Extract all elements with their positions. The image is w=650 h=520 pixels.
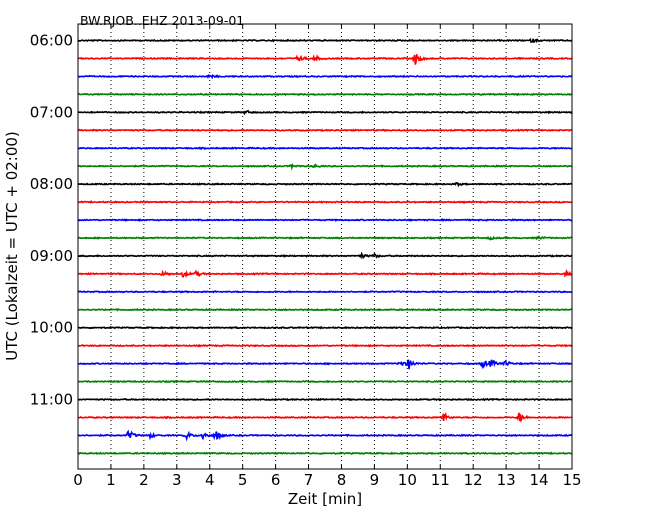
trace-line: [77, 146, 573, 151]
x-tick-label: 9: [370, 471, 380, 489]
trace-line: [77, 290, 573, 294]
trace-line: [77, 268, 572, 279]
trace-line: [77, 429, 573, 442]
trace-line: [77, 92, 573, 97]
x-tick-label: 2: [139, 471, 149, 489]
trace-line: [77, 182, 573, 188]
trace-line: [77, 251, 573, 260]
x-tick-label: 13: [497, 471, 516, 489]
x-tick-label: 0: [73, 471, 83, 489]
trace-line: [77, 163, 573, 171]
y-tick-label: 08:00: [30, 175, 73, 193]
trace-line: [77, 54, 573, 65]
chart-title: BW.RJOB..EHZ 2013-09-01: [80, 13, 244, 28]
y-tick-label: 10:00: [30, 319, 73, 337]
x-tick-label: 5: [238, 471, 248, 489]
y-tick-label: 09:00: [30, 247, 73, 265]
trace-line: [77, 359, 573, 370]
trace-line: [77, 218, 573, 222]
trace-line: [77, 343, 573, 348]
plot-frame: [77, 23, 573, 470]
x-tick-label: 8: [337, 471, 347, 489]
trace-lines: [77, 38, 573, 456]
x-axis-ticks: 0 1 2 3 4 5 6 7 8 9 10 11 12 13 14 15: [73, 24, 582, 489]
trace-line: [77, 307, 573, 312]
x-tick-label: 10: [398, 471, 417, 489]
x-tick-label: 15: [562, 471, 581, 489]
x-tick-label: 7: [304, 471, 314, 489]
y-axis-ticks: 06:00 07:00 08:00 09:00 10:00 11:00: [30, 32, 82, 409]
trace-line: [77, 325, 573, 330]
trace-line: [77, 379, 573, 384]
trace-line: [77, 451, 573, 456]
x-tick-label: 3: [172, 471, 182, 489]
trace-line: [77, 397, 573, 402]
trace-line: [77, 73, 573, 80]
x-axis-label: Zeit [min]: [288, 490, 362, 508]
y-axis-label: UTC (Lokalzeit = UTC + 02:00): [3, 131, 21, 361]
y-tick-label: 06:00: [30, 32, 73, 50]
trace-line: [77, 38, 573, 44]
x-tick-label: 11: [431, 471, 450, 489]
trace-line: [77, 200, 573, 204]
y-tick-label: 11:00: [30, 391, 73, 409]
x-tick-label: 6: [271, 471, 281, 489]
trace-line: [77, 109, 573, 116]
y-tick-label: 07:00: [30, 103, 73, 121]
trace-line: [77, 235, 573, 241]
trace-line: [77, 411, 573, 423]
grid-lines: [110, 24, 540, 469]
x-tick-label: 1: [106, 471, 116, 489]
x-tick-label: 12: [464, 471, 483, 489]
trace-line: [77, 128, 573, 133]
x-tick-label: 4: [205, 471, 215, 489]
x-tick-label: 14: [530, 471, 549, 489]
